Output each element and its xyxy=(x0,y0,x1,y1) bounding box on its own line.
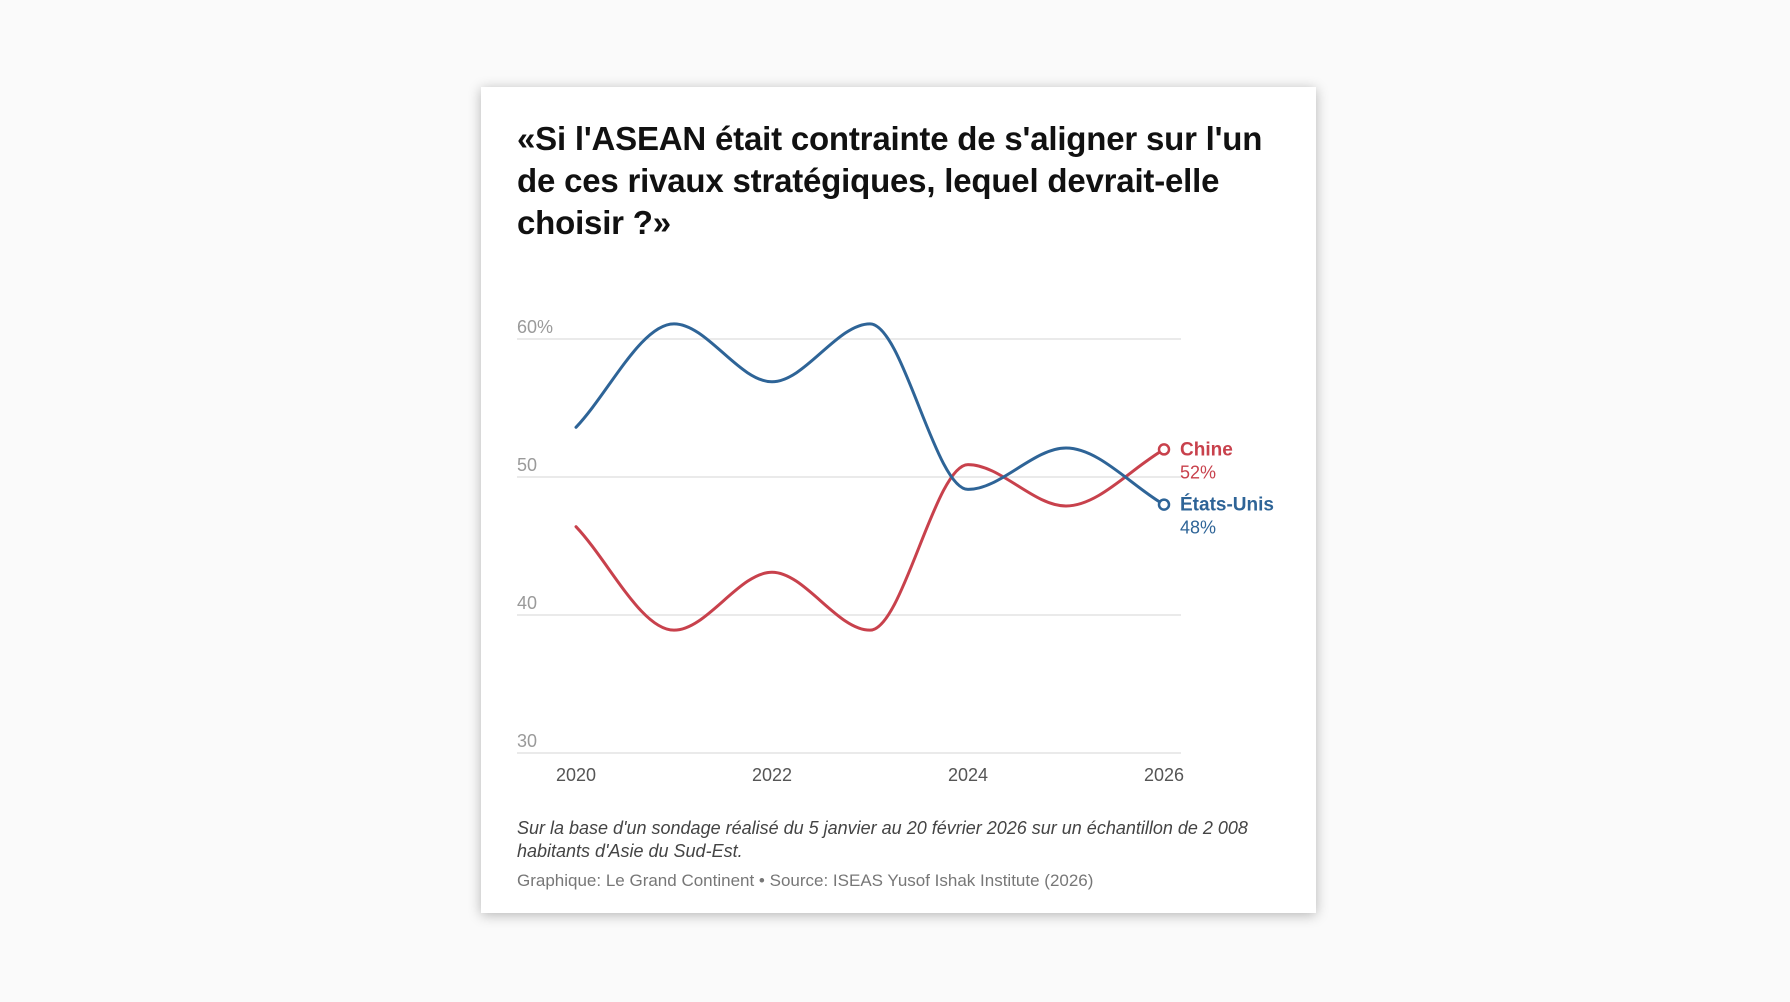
y-tick-label: 40 xyxy=(517,593,537,613)
end-point-china xyxy=(1157,443,1171,456)
chart-title: «Si l'ASEAN était contrainte de s'aligne… xyxy=(517,120,1263,241)
chart-card xyxy=(481,87,1316,913)
y-axis-ticks: 60% 50 40 30 xyxy=(517,317,553,751)
x-tick-label: 2020 xyxy=(556,765,596,785)
series-name-china: Chine xyxy=(1180,439,1233,460)
series-lines xyxy=(574,322,1171,632)
x-tick-label: 2022 xyxy=(752,765,792,785)
series-value-usa: 48% xyxy=(1180,518,1216,538)
source-credit: Graphique: Le Grand Continent • Source: … xyxy=(517,871,1094,890)
y-tick-label: 60% xyxy=(517,317,553,337)
series-line-china xyxy=(574,447,1166,632)
x-axis-ticks: 2020 2022 2024 2026 xyxy=(556,765,1184,785)
y-tick-label: 50 xyxy=(517,455,537,475)
series-value-china: 52% xyxy=(1180,462,1216,482)
series-name-usa: États-Unis xyxy=(1180,494,1274,516)
grid-lines xyxy=(517,338,1181,754)
series-line-usa xyxy=(574,322,1166,507)
y-tick-label: 30 xyxy=(517,731,537,751)
x-tick-label: 2024 xyxy=(948,765,988,785)
end-point-usa xyxy=(1157,498,1171,511)
x-tick-label: 2026 xyxy=(1144,765,1184,785)
survey-note: Sur la base d'un sondage réalisé du 5 ja… xyxy=(517,818,1248,861)
